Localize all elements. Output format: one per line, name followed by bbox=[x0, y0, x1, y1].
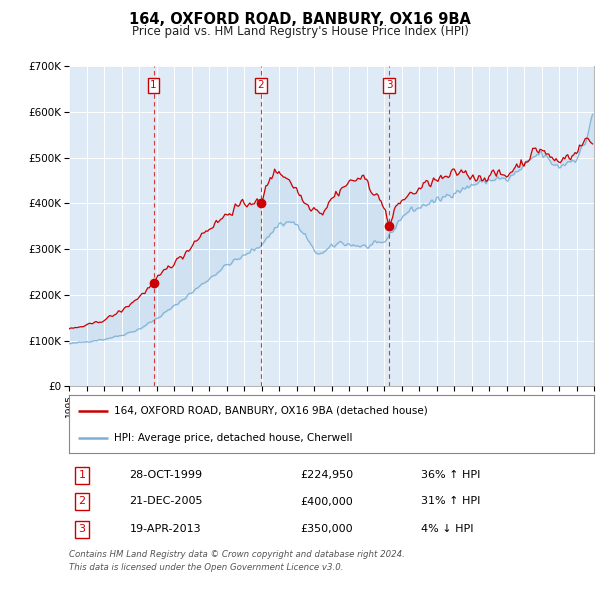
Text: HPI: Average price, detached house, Cherwell: HPI: Average price, detached house, Cher… bbox=[113, 432, 352, 442]
Text: 3: 3 bbox=[79, 525, 86, 535]
Text: 28-OCT-1999: 28-OCT-1999 bbox=[130, 470, 203, 480]
Text: Price paid vs. HM Land Registry's House Price Index (HPI): Price paid vs. HM Land Registry's House … bbox=[131, 25, 469, 38]
Text: 19-APR-2013: 19-APR-2013 bbox=[130, 525, 201, 535]
Text: 36% ↑ HPI: 36% ↑ HPI bbox=[421, 470, 480, 480]
Text: £350,000: £350,000 bbox=[300, 525, 353, 535]
Text: £400,000: £400,000 bbox=[300, 497, 353, 506]
Text: 164, OXFORD ROAD, BANBURY, OX16 9BA: 164, OXFORD ROAD, BANBURY, OX16 9BA bbox=[129, 12, 471, 27]
Text: 21-DEC-2005: 21-DEC-2005 bbox=[130, 497, 203, 506]
Text: 3: 3 bbox=[386, 80, 392, 90]
Text: 1: 1 bbox=[150, 80, 157, 90]
Text: 2: 2 bbox=[257, 80, 264, 90]
Text: This data is licensed under the Open Government Licence v3.0.: This data is licensed under the Open Gov… bbox=[69, 563, 343, 572]
Text: 31% ↑ HPI: 31% ↑ HPI bbox=[421, 497, 480, 506]
Text: 1: 1 bbox=[79, 470, 86, 480]
Text: 2: 2 bbox=[79, 497, 86, 506]
Text: Contains HM Land Registry data © Crown copyright and database right 2024.: Contains HM Land Registry data © Crown c… bbox=[69, 550, 405, 559]
Text: £224,950: £224,950 bbox=[300, 470, 353, 480]
Text: 164, OXFORD ROAD, BANBURY, OX16 9BA (detached house): 164, OXFORD ROAD, BANBURY, OX16 9BA (det… bbox=[113, 406, 427, 416]
Text: 4% ↓ HPI: 4% ↓ HPI bbox=[421, 525, 473, 535]
